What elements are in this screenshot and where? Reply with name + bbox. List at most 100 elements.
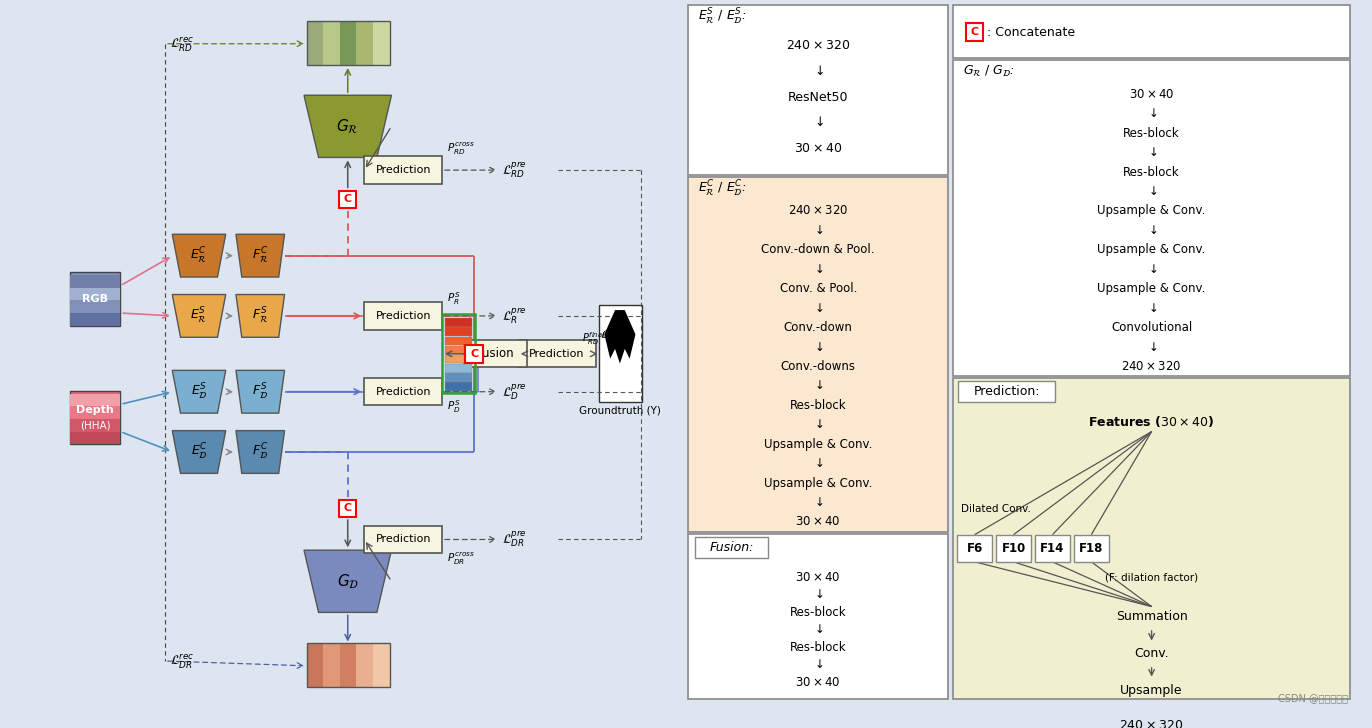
Text: Fusion: Fusion <box>476 347 514 360</box>
FancyBboxPatch shape <box>687 5 948 175</box>
Text: Upsample & Conv.: Upsample & Conv. <box>764 477 873 490</box>
FancyBboxPatch shape <box>70 301 121 313</box>
Polygon shape <box>236 430 284 473</box>
Text: Conv.: Conv. <box>1135 646 1169 660</box>
Text: Res-block: Res-block <box>790 606 847 619</box>
Text: Upsample & Conv.: Upsample & Conv. <box>764 438 873 451</box>
Text: $\downarrow$: $\downarrow$ <box>1146 107 1158 120</box>
FancyBboxPatch shape <box>364 526 442 553</box>
Text: $\downarrow$: $\downarrow$ <box>1146 224 1158 237</box>
FancyBboxPatch shape <box>70 432 121 444</box>
FancyBboxPatch shape <box>954 5 1350 58</box>
Text: $F_{\mathcal{R}}^{C}$: $F_{\mathcal{R}}^{C}$ <box>252 245 269 266</box>
Text: Prediction: Prediction <box>376 165 431 175</box>
FancyBboxPatch shape <box>1034 534 1070 562</box>
Polygon shape <box>173 430 226 473</box>
Text: Conv.-down: Conv.-down <box>783 321 852 334</box>
FancyBboxPatch shape <box>517 340 595 368</box>
Text: Upsample: Upsample <box>1121 684 1183 697</box>
FancyBboxPatch shape <box>958 381 1055 403</box>
Text: F14: F14 <box>1040 542 1065 555</box>
FancyBboxPatch shape <box>70 394 121 406</box>
FancyBboxPatch shape <box>445 328 472 336</box>
Text: $30\times40$: $30\times40$ <box>794 142 842 155</box>
Text: $240\times320$: $240\times320$ <box>788 205 848 218</box>
FancyBboxPatch shape <box>445 346 472 355</box>
Polygon shape <box>173 371 226 413</box>
FancyBboxPatch shape <box>445 364 472 373</box>
FancyBboxPatch shape <box>373 644 390 687</box>
Text: C: C <box>471 349 479 359</box>
FancyBboxPatch shape <box>445 318 472 327</box>
Text: Dilated Conv.: Dilated Conv. <box>960 505 1030 515</box>
FancyBboxPatch shape <box>70 406 121 419</box>
Text: $\downarrow$: $\downarrow$ <box>1146 263 1158 276</box>
Text: $\downarrow$: $\downarrow$ <box>812 658 825 671</box>
Text: Prediction: Prediction <box>376 311 431 321</box>
Text: $E_{\mathcal{D}}^{C}$: $E_{\mathcal{D}}^{C}$ <box>191 442 207 462</box>
Text: Prediction: Prediction <box>376 387 431 397</box>
Text: $P_{D}^{S}$: $P_{D}^{S}$ <box>447 398 461 415</box>
FancyBboxPatch shape <box>307 644 324 687</box>
FancyBboxPatch shape <box>445 382 472 391</box>
Text: Summation: Summation <box>1115 610 1188 622</box>
Text: $E_{\mathcal{R}}^{S}$: $E_{\mathcal{R}}^{S}$ <box>191 306 207 326</box>
Text: $\downarrow$: $\downarrow$ <box>812 301 825 314</box>
Text: F6: F6 <box>966 542 982 555</box>
Text: $E_{\mathcal{R}}^{C}\ /\ E_{\mathcal{D}}^{C}$:: $E_{\mathcal{R}}^{C}\ /\ E_{\mathcal{D}}… <box>698 178 746 199</box>
Text: $\downarrow$: $\downarrow$ <box>812 341 825 354</box>
Text: Conv.-downs: Conv.-downs <box>781 360 856 373</box>
FancyBboxPatch shape <box>364 157 442 183</box>
Text: $240\times320$: $240\times320$ <box>1121 360 1181 373</box>
Text: (F: dilation factor): (F: dilation factor) <box>1104 572 1198 582</box>
Text: $\mathcal{L}_{D}^{pre}$: $\mathcal{L}_{D}^{pre}$ <box>502 382 527 402</box>
Text: $\downarrow$: $\downarrow$ <box>1146 301 1158 314</box>
FancyBboxPatch shape <box>307 21 324 65</box>
Text: Res-block: Res-block <box>790 399 847 412</box>
Text: $\downarrow$: $\downarrow$ <box>1146 185 1158 198</box>
Polygon shape <box>173 234 226 277</box>
FancyBboxPatch shape <box>340 21 357 65</box>
FancyBboxPatch shape <box>687 534 948 699</box>
FancyBboxPatch shape <box>954 60 1350 376</box>
Text: C: C <box>970 27 978 37</box>
Text: C: C <box>343 194 351 205</box>
Text: $\downarrow$: $\downarrow$ <box>812 496 825 509</box>
FancyBboxPatch shape <box>966 23 984 41</box>
Polygon shape <box>604 310 635 363</box>
Text: Upsample & Conv.: Upsample & Conv. <box>1098 243 1206 256</box>
Text: (HHA): (HHA) <box>80 421 110 431</box>
FancyBboxPatch shape <box>340 644 357 687</box>
FancyBboxPatch shape <box>324 21 340 65</box>
FancyBboxPatch shape <box>687 177 948 531</box>
FancyBboxPatch shape <box>70 272 121 325</box>
FancyBboxPatch shape <box>339 499 357 517</box>
Text: F18: F18 <box>1080 542 1103 555</box>
FancyBboxPatch shape <box>324 644 340 687</box>
FancyBboxPatch shape <box>598 305 642 403</box>
FancyBboxPatch shape <box>70 391 121 444</box>
Text: Res-block: Res-block <box>1124 165 1180 178</box>
FancyBboxPatch shape <box>364 302 442 330</box>
Polygon shape <box>305 550 391 612</box>
FancyBboxPatch shape <box>954 378 1350 699</box>
Text: CSDN @宇来风满楼: CSDN @宇来风满楼 <box>1277 693 1347 703</box>
Text: $\downarrow$: $\downarrow$ <box>812 224 825 237</box>
FancyBboxPatch shape <box>958 534 992 562</box>
Text: $30\times40$: $30\times40$ <box>796 676 841 689</box>
FancyBboxPatch shape <box>373 21 390 65</box>
Text: Upsample & Conv.: Upsample & Conv. <box>1098 205 1206 218</box>
Text: $\downarrow$: $\downarrow$ <box>812 263 825 276</box>
Text: $G_{\mathcal{D}}$: $G_{\mathcal{D}}$ <box>336 572 359 590</box>
FancyBboxPatch shape <box>445 355 472 363</box>
FancyBboxPatch shape <box>19 0 681 708</box>
Text: Features ($30\times40$): Features ($30\times40$) <box>1088 414 1214 430</box>
FancyBboxPatch shape <box>445 373 472 381</box>
Text: $\mathcal{L}_{RD}^{rec}$: $\mathcal{L}_{RD}^{rec}$ <box>170 35 195 52</box>
Text: $F_{\mathcal{D}}^{C}$: $F_{\mathcal{D}}^{C}$ <box>252 442 269 462</box>
FancyBboxPatch shape <box>464 340 527 368</box>
Text: $\mathcal{L}_{R}^{pre}$: $\mathcal{L}_{R}^{pre}$ <box>502 306 527 325</box>
Text: $P_{DR}^{cross}$: $P_{DR}^{cross}$ <box>447 551 475 567</box>
Text: $P_{R}^{S}$: $P_{R}^{S}$ <box>447 290 460 306</box>
Text: $240\times320$: $240\times320$ <box>1120 719 1184 728</box>
